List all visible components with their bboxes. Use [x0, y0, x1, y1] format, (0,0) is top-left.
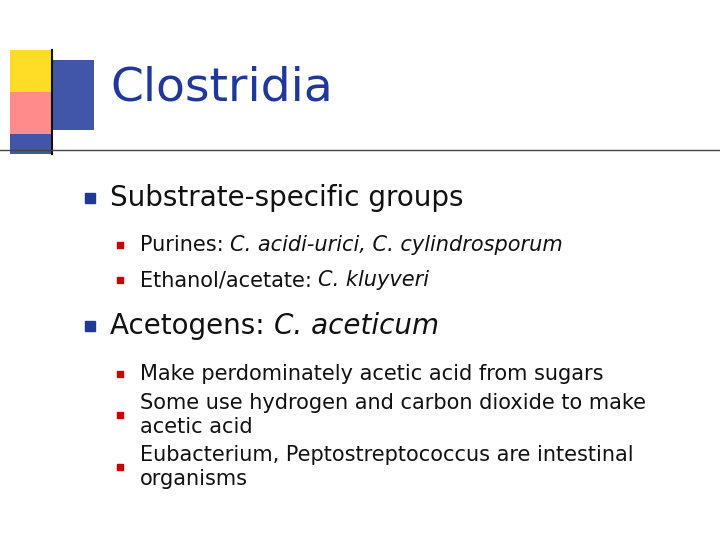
Text: Purines:: Purines:	[140, 235, 230, 255]
Text: C. kluyveri: C. kluyveri	[318, 270, 430, 290]
Bar	[52, 60, 94, 130]
Text: C. aceticum: C. aceticum	[274, 312, 438, 340]
Text: Ethanol/acetate:: Ethanol/acetate:	[140, 270, 318, 290]
Text: C. acidi-urici, C. cylindrosporum: C. acidi-urici, C. cylindrosporum	[230, 235, 563, 255]
Bar	[10, 134, 52, 154]
Bar	[10, 50, 52, 92]
Text: Clostridia: Clostridia	[110, 65, 333, 111]
Text: Acetogens:: Acetogens:	[110, 312, 274, 340]
Text: Make perdominately acetic acid from sugars: Make perdominately acetic acid from suga…	[140, 364, 603, 384]
Bar	[10, 92, 52, 134]
Text: Some use hydrogen and carbon dioxide to make
acetic acid: Some use hydrogen and carbon dioxide to …	[140, 394, 646, 437]
Text: Eubacterium, Peptostreptococcus are intestinal
organisms: Eubacterium, Peptostreptococcus are inte…	[140, 446, 634, 489]
Text: Substrate-specific groups: Substrate-specific groups	[110, 184, 464, 212]
